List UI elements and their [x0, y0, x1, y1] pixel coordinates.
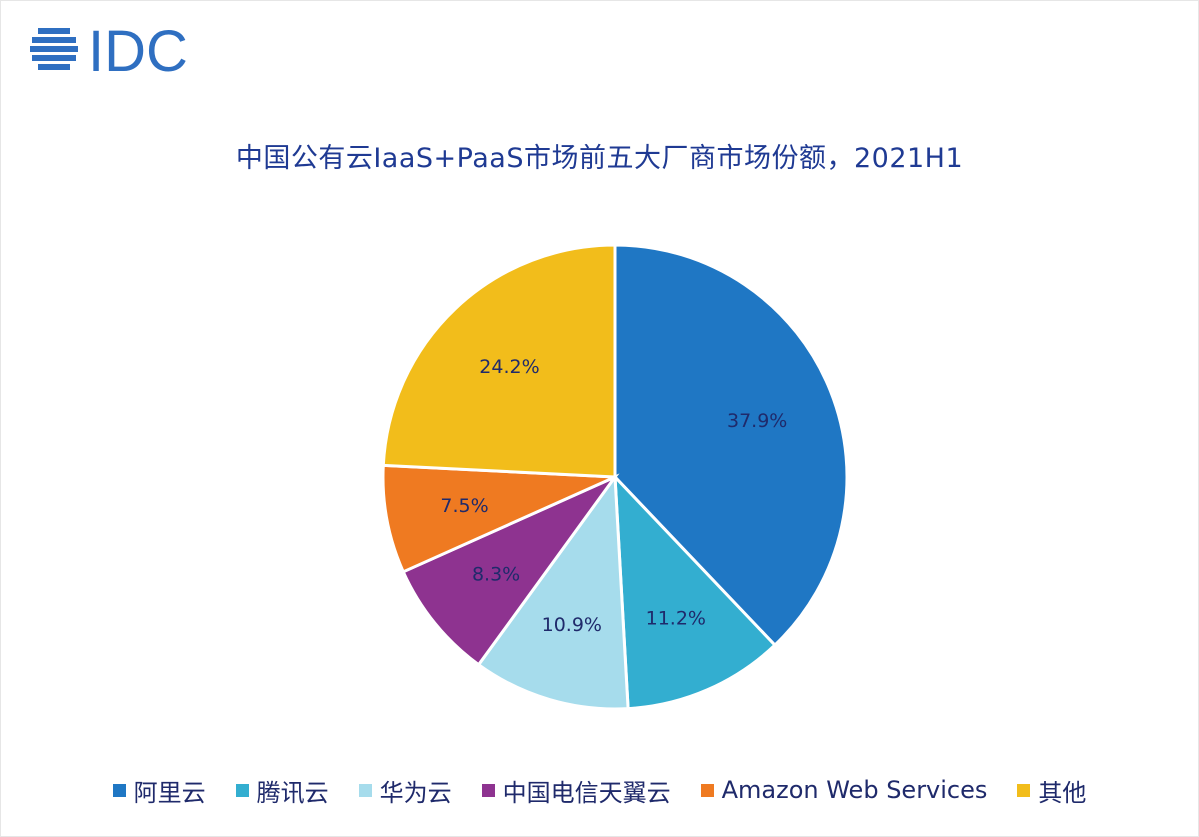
legend-swatch-3: [358, 783, 372, 797]
idc-globe-icon: [30, 28, 78, 70]
pie-slice-3: [476, 472, 630, 711]
pie-slices: [381, 243, 849, 711]
pie-slice-2: [613, 473, 777, 711]
legend-item-5: Amazon Web Services: [700, 776, 988, 804]
chart-title: 中国公有云IaaS+PaaS市场前五大厂商市场份额，2021H1: [235, 143, 964, 174]
legend-label-2: 腾讯云: [256, 778, 329, 807]
pie-slice-6: [381, 243, 617, 479]
pie-slice-5: [381, 463, 616, 574]
slice-label-3: 10.9%: [542, 614, 602, 636]
slice-label-6: 24.2%: [479, 356, 539, 378]
legend-swatch-1: [112, 783, 126, 797]
slice-label-2: 11.2%: [646, 608, 706, 630]
idc-logo: IDC: [30, 19, 188, 80]
pie-chart: 37.9% 11.2% 10.9% 8.3% 7.5% 24.2%: [381, 243, 849, 711]
legend-label-3: 华为云: [379, 778, 452, 807]
slice-label-5: 7.5%: [440, 495, 488, 517]
legend-label-5: Amazon Web Services: [721, 776, 988, 804]
legend-swatch-5: [700, 783, 714, 797]
legend-item-3: 华为云: [358, 773, 452, 808]
pie-data-labels: 37.9% 11.2% 10.9% 8.3% 7.5% 24.2%: [440, 356, 787, 636]
legend-label-4: 中国电信天翼云: [502, 778, 671, 807]
slice-label-1: 37.9%: [727, 410, 787, 432]
slice-label-4: 8.3%: [472, 563, 520, 585]
legend-item-1: 阿里云: [112, 773, 206, 808]
pie-slice-4: [401, 473, 620, 667]
legend-swatch-2: [235, 783, 249, 797]
logo-text: IDC: [88, 19, 188, 80]
legend-label-6: 其他: [1038, 778, 1087, 807]
legend-swatch-6: [1017, 783, 1031, 797]
legend-item-2: 腾讯云: [235, 773, 329, 808]
legend-item-4: 中国电信天翼云: [481, 773, 671, 808]
legend-item-6: 其他: [1017, 773, 1086, 808]
pie-slice-1: [613, 243, 849, 648]
legend: 阿里云 腾讯云 华为云 中国电信天翼云 Amazon Web Services 其他: [0, 770, 1199, 810]
legend-swatch-4: [481, 783, 495, 797]
legend-label-1: 阿里云: [133, 778, 206, 807]
